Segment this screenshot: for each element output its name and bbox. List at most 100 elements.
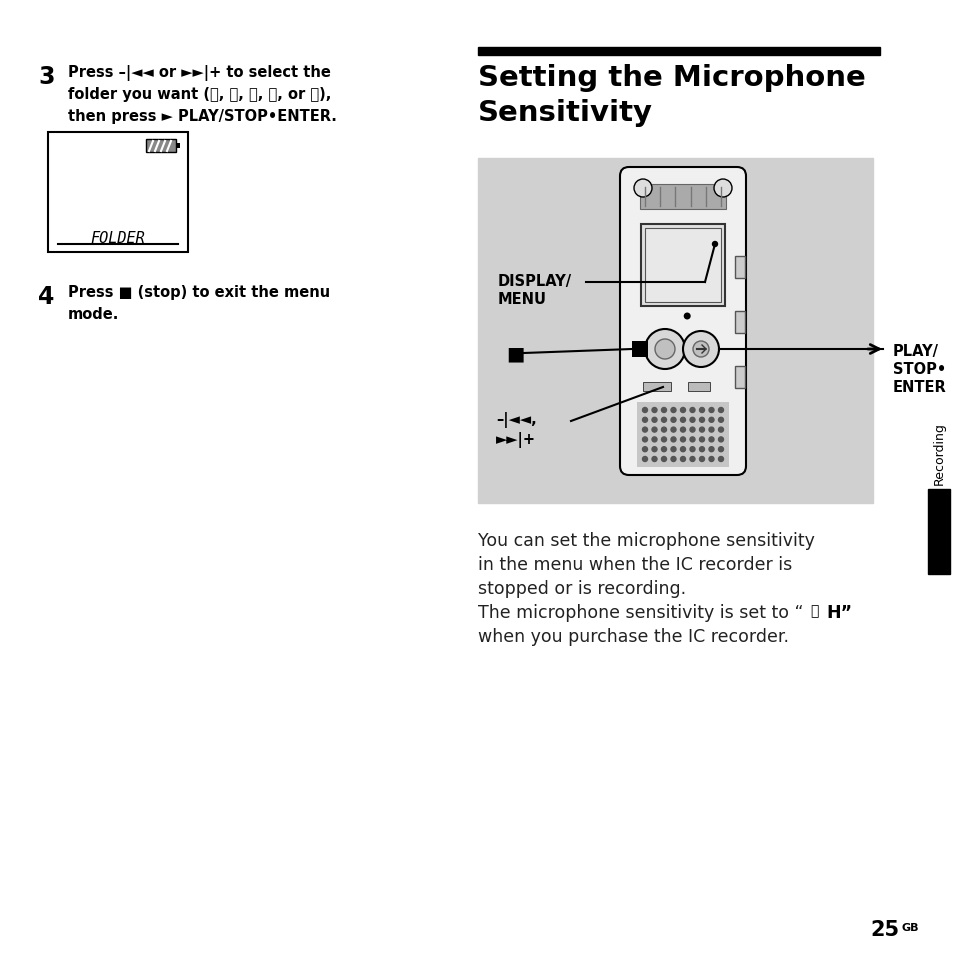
Circle shape xyxy=(708,447,713,453)
Circle shape xyxy=(689,457,695,462)
Circle shape xyxy=(670,447,676,453)
FancyBboxPatch shape xyxy=(619,168,745,476)
Text: FOLDER: FOLDER xyxy=(91,231,145,246)
Circle shape xyxy=(670,428,676,433)
Bar xyxy=(644,229,720,303)
Circle shape xyxy=(655,339,675,359)
Text: Press –|◄◄ or ►►|+ to select the: Press –|◄◄ or ►►|+ to select the xyxy=(68,65,331,81)
Circle shape xyxy=(641,417,647,423)
Circle shape xyxy=(699,428,703,433)
Circle shape xyxy=(708,457,713,462)
Circle shape xyxy=(679,437,685,442)
Circle shape xyxy=(641,447,647,453)
Circle shape xyxy=(718,437,722,442)
Circle shape xyxy=(712,242,717,247)
Circle shape xyxy=(718,447,722,453)
Circle shape xyxy=(699,457,703,462)
Text: Sensitivity: Sensitivity xyxy=(477,99,652,127)
Circle shape xyxy=(670,408,676,413)
Circle shape xyxy=(634,180,651,198)
Circle shape xyxy=(689,437,695,442)
Bar xyxy=(637,402,728,468)
Circle shape xyxy=(708,428,713,433)
Circle shape xyxy=(670,457,676,462)
Circle shape xyxy=(641,408,647,413)
Bar xyxy=(642,382,670,392)
Text: Press ■ (stop) to exit the menu: Press ■ (stop) to exit the menu xyxy=(68,285,330,299)
Circle shape xyxy=(683,314,690,320)
Circle shape xyxy=(718,428,722,433)
Text: 25: 25 xyxy=(870,919,899,939)
Text: in the menu when the IC recorder is: in the menu when the IC recorder is xyxy=(477,556,791,574)
Text: STOP•: STOP• xyxy=(892,361,945,376)
Circle shape xyxy=(641,457,647,462)
Bar xyxy=(734,367,744,389)
Text: mode.: mode. xyxy=(68,307,119,322)
Bar xyxy=(48,132,188,253)
Text: ►►|+: ►►|+ xyxy=(496,432,536,448)
Circle shape xyxy=(699,417,703,423)
Circle shape xyxy=(651,408,657,413)
Bar xyxy=(734,312,744,334)
Bar xyxy=(631,341,647,357)
Text: –|◄◄,: –|◄◄, xyxy=(496,412,537,428)
Text: when you purchase the IC recorder.: when you purchase the IC recorder. xyxy=(477,627,788,645)
Circle shape xyxy=(718,408,722,413)
Text: Recording: Recording xyxy=(931,421,944,484)
Circle shape xyxy=(679,457,685,462)
Circle shape xyxy=(689,408,695,413)
Bar xyxy=(477,48,879,56)
Circle shape xyxy=(708,437,713,442)
Circle shape xyxy=(718,457,722,462)
Text: then press ► PLAY/STOP•ENTER.: then press ► PLAY/STOP•ENTER. xyxy=(68,109,336,124)
Circle shape xyxy=(670,417,676,423)
Circle shape xyxy=(708,417,713,423)
Text: stopped or is recording.: stopped or is recording. xyxy=(477,579,685,598)
Circle shape xyxy=(682,332,719,368)
Text: DISPLAY/: DISPLAY/ xyxy=(497,274,572,289)
Text: folder you want (Ⓐ, Ⓑ, Ⓒ, Ⓓ, or Ⓔ),: folder you want (Ⓐ, Ⓑ, Ⓒ, Ⓓ, or Ⓔ), xyxy=(68,87,331,102)
Text: ENTER: ENTER xyxy=(892,379,945,395)
Circle shape xyxy=(660,428,666,433)
Circle shape xyxy=(699,437,703,442)
Text: Setting the Microphone: Setting the Microphone xyxy=(477,64,864,91)
Circle shape xyxy=(651,417,657,423)
Circle shape xyxy=(689,447,695,453)
Circle shape xyxy=(641,428,647,433)
Circle shape xyxy=(651,437,657,442)
Text: PLAY/: PLAY/ xyxy=(892,344,938,358)
Circle shape xyxy=(679,408,685,413)
Bar xyxy=(477,159,872,503)
Circle shape xyxy=(641,437,647,442)
Text: You can set the microphone sensitivity: You can set the microphone sensitivity xyxy=(477,532,814,550)
Circle shape xyxy=(679,428,685,433)
Text: H”: H” xyxy=(825,603,851,621)
Circle shape xyxy=(692,341,708,357)
Text: 3: 3 xyxy=(38,65,54,89)
Circle shape xyxy=(660,417,666,423)
Circle shape xyxy=(689,417,695,423)
Circle shape xyxy=(651,447,657,453)
Circle shape xyxy=(660,447,666,453)
Circle shape xyxy=(699,447,703,453)
Circle shape xyxy=(651,457,657,462)
Circle shape xyxy=(679,417,685,423)
Text: 4: 4 xyxy=(38,285,54,309)
Circle shape xyxy=(660,457,666,462)
Bar xyxy=(687,382,709,392)
Circle shape xyxy=(660,408,666,413)
Bar xyxy=(927,490,949,575)
Bar xyxy=(175,144,180,149)
Circle shape xyxy=(644,330,684,370)
Bar xyxy=(639,185,725,210)
Bar xyxy=(146,140,175,152)
Text: The microphone sensitivity is set to “: The microphone sensitivity is set to “ xyxy=(477,603,808,621)
Circle shape xyxy=(708,408,713,413)
Text: GB: GB xyxy=(901,923,919,932)
Circle shape xyxy=(713,180,731,198)
Bar xyxy=(734,256,744,278)
Circle shape xyxy=(679,447,685,453)
Text: ■: ■ xyxy=(505,344,524,363)
Text: 🎤: 🎤 xyxy=(809,603,818,618)
Circle shape xyxy=(670,437,676,442)
